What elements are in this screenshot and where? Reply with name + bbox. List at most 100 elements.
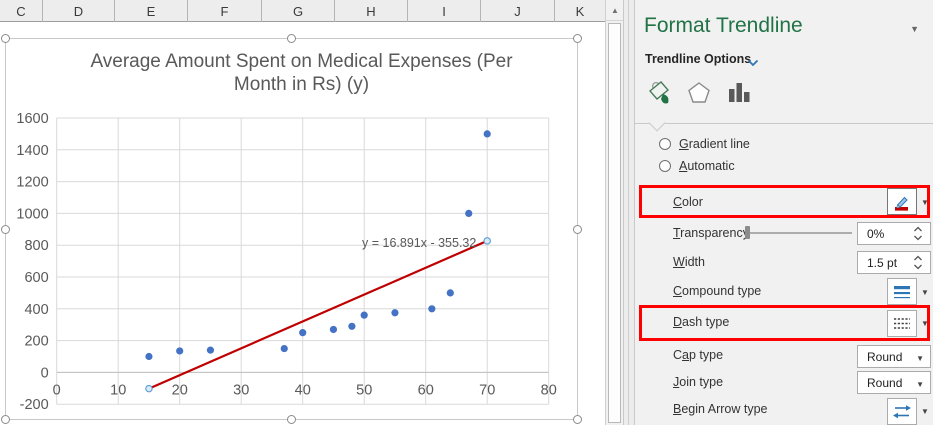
dash-type-dropdown-arrow-icon[interactable]: ▼ (921, 319, 929, 328)
selection-handle-bottom-right[interactable] (573, 415, 582, 424)
column-header-f[interactable]: F (188, 0, 262, 22)
chart-area[interactable]: Average Amount Spent on Medical Expenses… (1, 34, 582, 424)
gradient-line-option[interactable]: Gradient line (659, 137, 750, 151)
selection-handle-top-left[interactable] (1, 34, 10, 43)
color-label: Color (673, 195, 703, 209)
svg-text:-200: -200 (20, 397, 49, 413)
svg-text:0: 0 (41, 365, 49, 381)
compound-type-dropdown-arrow-icon[interactable]: ▼ (921, 288, 929, 297)
svg-text:10: 10 (110, 382, 126, 398)
chart-title[interactable]: Average Amount Spent on Medical Expenses… (90, 51, 513, 95)
color-picker-button[interactable] (887, 188, 917, 215)
transparency-spinner[interactable] (913, 224, 927, 243)
svg-text:20: 20 (172, 382, 188, 398)
width-label: Width (673, 255, 705, 269)
svg-text:400: 400 (24, 302, 48, 318)
selection-handle-bottom-left[interactable] (1, 415, 10, 424)
selection-handle-top-right[interactable] (573, 34, 582, 43)
trendline-options-tab[interactable] (726, 79, 752, 107)
gradient-line-label: Gradient line (679, 137, 750, 151)
pencil-color-icon (895, 196, 908, 211)
width-spinner[interactable] (913, 253, 927, 272)
automatic-label: Automatic (679, 159, 735, 173)
radio-icon[interactable] (659, 160, 671, 172)
bar-chart-icon (729, 83, 750, 102)
column-header-e[interactable]: E (115, 0, 188, 22)
vertical-scrollbar[interactable]: ▲ (605, 0, 624, 425)
column-header-g[interactable]: G (262, 0, 335, 22)
column-header-h[interactable]: H (335, 0, 408, 22)
svg-text:0: 0 (53, 382, 61, 398)
pane-splitter[interactable] (623, 0, 635, 425)
selection-handle-middle-right[interactable] (573, 225, 582, 234)
color-dropdown-arrow-icon[interactable]: ▼ (921, 198, 929, 207)
pane-title: Format Trendline (644, 14, 803, 37)
scatter-plot[interactable]: 0 10 20 30 40 50 60 70 80-2000200400600800100012… (6, 39, 577, 419)
dash-type-button[interactable] (887, 310, 917, 337)
column-header-k[interactable]: K (575, 3, 585, 19)
svg-text:y = 16.891x - 355.32: y = 16.891x - 355.32 (362, 236, 476, 250)
svg-text:600: 600 (24, 270, 48, 286)
selection-handle-middle-left[interactable] (1, 225, 10, 234)
effects-tab[interactable] (686, 79, 712, 107)
svg-text:200: 200 (24, 334, 48, 350)
fill-line-tab[interactable] (646, 79, 672, 107)
svg-text:60: 60 (418, 382, 434, 398)
tab-separator (635, 123, 933, 124)
cap-type-label: Cap type (673, 348, 724, 362)
pane-menu-arrow-icon[interactable]: ▼ (910, 24, 919, 34)
join-type-label: Join type (673, 375, 724, 389)
spin-up-icon[interactable] (913, 255, 923, 262)
pane-tabs (646, 79, 752, 109)
paint-bucket-icon (648, 81, 670, 104)
begin-arrow-type-button[interactable] (887, 398, 917, 425)
dash-lines-icon (894, 317, 910, 329)
column-header-c[interactable]: C (0, 0, 43, 22)
transparency-slider-handle[interactable] (745, 226, 750, 239)
compound-lines-icon (894, 285, 910, 298)
svg-text:1000: 1000 (16, 206, 48, 222)
svg-text:70: 70 (479, 382, 495, 398)
cap-type-dropdown[interactable]: Round ▼ (857, 345, 931, 368)
pentagon-icon (688, 82, 710, 103)
svg-text:50: 50 (356, 382, 372, 398)
scroll-up-icon: ▲ (611, 5, 619, 15)
svg-text:800: 800 (24, 238, 48, 254)
svg-text:1400: 1400 (16, 143, 48, 159)
transparency-label: Transparency (673, 226, 749, 240)
scrollbar-thumb[interactable] (608, 23, 621, 423)
column-header-row: C D E F G H I J K (0, 0, 605, 22)
compound-type-label: Compound type (673, 284, 762, 298)
column-header-j[interactable]: J (481, 0, 555, 22)
trendline-options-label[interactable]: Trendline Options (645, 52, 752, 66)
selection-handle-top-center[interactable] (287, 34, 296, 43)
chevron-down-icon[interactable] (747, 56, 759, 70)
radio-icon[interactable] (659, 138, 671, 150)
column-header-i[interactable]: I (408, 0, 481, 22)
column-header-d[interactable]: D (43, 0, 115, 22)
compound-type-button[interactable] (887, 278, 917, 305)
transparency-input[interactable]: 0% (857, 222, 931, 245)
spin-down-icon[interactable] (913, 263, 923, 270)
scroll-up-button[interactable]: ▲ (606, 0, 624, 21)
join-type-dropdown-arrow-icon[interactable]: ▼ (916, 380, 924, 389)
selection-handle-bottom-center[interactable] (287, 415, 296, 424)
format-trendline-pane: Format Trendline ▼ Trendline Options (635, 0, 933, 425)
join-type-dropdown[interactable]: Round ▼ (857, 371, 931, 394)
spin-down-icon[interactable] (913, 234, 923, 241)
color-highlight-box (639, 185, 930, 218)
begin-arrow-dropdown-arrow-icon[interactable]: ▼ (921, 407, 929, 416)
width-input[interactable]: 1.5 pt (857, 251, 931, 274)
automatic-option[interactable]: Automatic (659, 159, 735, 173)
svg-text:1200: 1200 (16, 175, 48, 191)
dash-type-label: Dash type (673, 315, 730, 329)
begin-arrow-type-label: Begin Arrow type (673, 402, 768, 416)
arrows-icon (893, 404, 911, 418)
spin-up-icon[interactable] (913, 226, 923, 233)
selected-tab-notch (648, 114, 666, 132)
cap-type-dropdown-arrow-icon[interactable]: ▼ (916, 354, 924, 363)
dash-type-highlight-box (639, 305, 930, 341)
transparency-slider[interactable] (748, 232, 852, 234)
svg-text:40: 40 (295, 382, 311, 398)
